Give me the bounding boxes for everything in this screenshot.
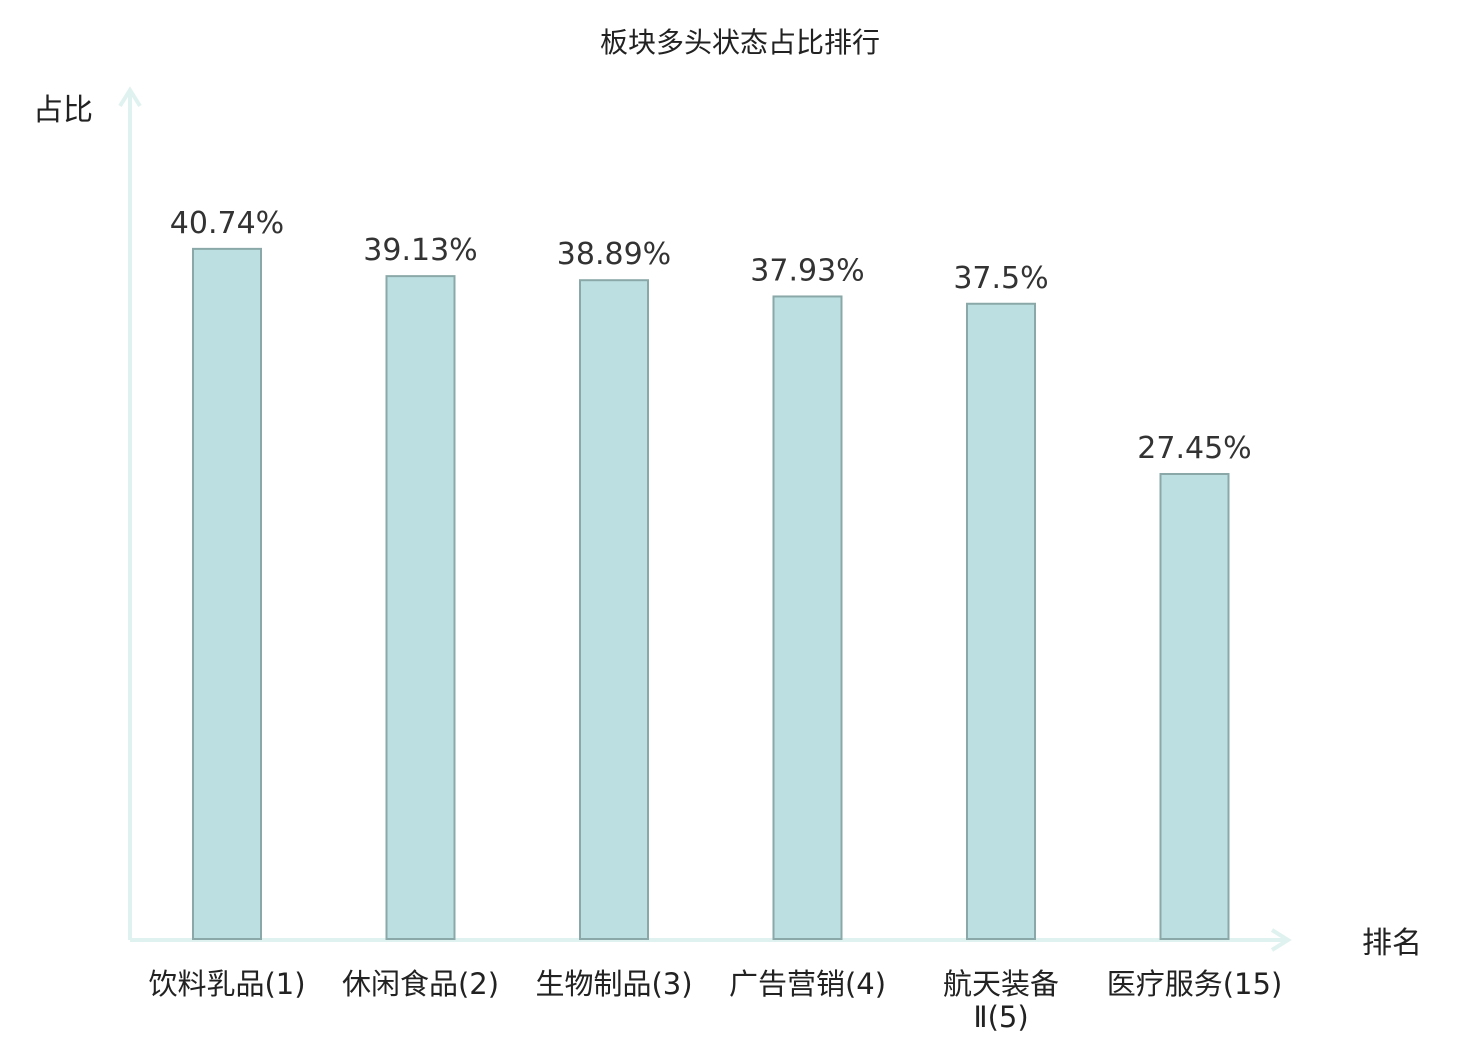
bar — [579, 279, 649, 940]
bar — [1159, 472, 1230, 940]
bar-value-label: 37.5% — [953, 261, 1048, 296]
category-label: Ⅱ(5) — [973, 1000, 1028, 1034]
bar-value-label: 27.45% — [1137, 431, 1251, 466]
y-axis-label: 占比 — [33, 93, 93, 128]
category-label: 航天装备 — [943, 967, 1059, 1001]
category-label: 医疗服务(15) — [1107, 967, 1283, 1001]
category-label: 饮料乳品(1) — [148, 967, 305, 1001]
x-axis: 排名 — [130, 926, 1422, 961]
value-labels: 40.74% 39.13% 38.89% 37.93% 37.5% 27.45% — [170, 206, 1252, 466]
x-axis-label: 排名 — [1362, 926, 1422, 961]
x-axis-arrow-icon — [1270, 928, 1292, 952]
bar-value-label: 40.74% — [170, 206, 284, 241]
bar-value-label: 38.89% — [557, 237, 671, 272]
bars — [192, 247, 1230, 941]
category-label: 广告营销(4) — [729, 967, 886, 1001]
bar-value-label: 37.93% — [750, 253, 864, 288]
bar — [385, 275, 456, 940]
y-axis-arrow-icon — [118, 86, 142, 108]
bar-value-label: 39.13% — [363, 233, 477, 268]
bar — [192, 247, 262, 941]
y-axis: 占比 — [33, 86, 142, 940]
chart-title: 板块多头状态占比排行 — [600, 26, 880, 59]
category-label: 生物制品(3) — [535, 967, 692, 1001]
category-label: 休闲食品(2) — [342, 967, 499, 1001]
bar — [966, 302, 1036, 940]
bar — [772, 295, 843, 940]
